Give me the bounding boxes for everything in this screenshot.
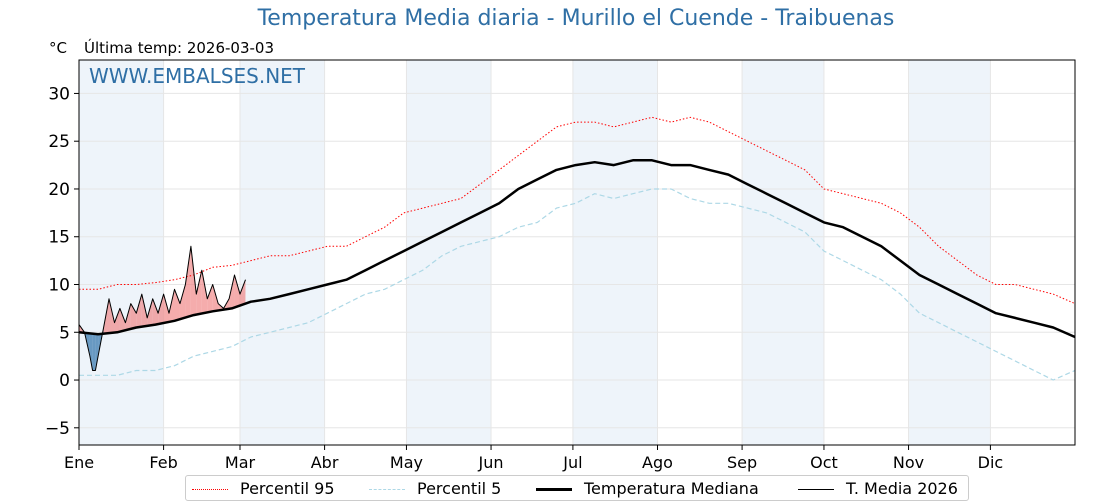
x-tick-label: Mar <box>225 453 256 472</box>
legend-swatch-p5 <box>369 489 405 490</box>
anomaly-fills <box>79 246 246 371</box>
fill-below-median <box>89 333 93 371</box>
x-tick-label: Sep <box>727 453 757 472</box>
legend-swatch-median <box>536 488 572 491</box>
x-tick-label: Dic <box>978 453 1004 472</box>
series-median <box>78 159 1076 339</box>
y-tick-label: 10 <box>48 276 70 296</box>
x-tick-label: May <box>390 453 423 472</box>
y-unit-label: °C <box>49 39 67 57</box>
fill-below-median <box>92 333 96 371</box>
month-band-ene <box>79 60 164 445</box>
y-tick-label: 5 <box>59 323 70 343</box>
x-tick-label: Abr <box>311 453 339 472</box>
fill-above-median <box>179 284 186 320</box>
y-tick-label: 25 <box>48 132 70 152</box>
y-tick-label: 15 <box>48 228 70 248</box>
series-current-year <box>78 245 246 371</box>
month-band-nov <box>908 60 991 445</box>
fill-above-median <box>234 274 240 308</box>
fill-above-median <box>147 298 153 326</box>
fill-above-median <box>174 289 180 321</box>
fill-above-median <box>114 308 120 333</box>
x-tick-label: Ago <box>642 453 673 472</box>
legend-label-p5: Percentil 5 <box>417 479 502 498</box>
x-axis: Ene Feb Mar Abr May Jun Jul Ago Sep Oct Nov Dic <box>64 445 1003 472</box>
watermark: WWW.EMBALSES.NET <box>89 64 306 88</box>
fill-above-median <box>125 303 131 331</box>
fill-above-median <box>163 294 170 323</box>
fill-above-median <box>190 246 197 316</box>
fill-above-median <box>196 270 202 315</box>
fill-above-median <box>130 303 137 329</box>
legend-label-median: Temperatura Mediana <box>584 479 759 498</box>
legend-swatch-p95 <box>192 489 228 490</box>
month-bands <box>79 60 991 445</box>
x-tick-label: Feb <box>149 453 177 472</box>
fill-above-median <box>119 308 126 332</box>
series-lines <box>78 116 1076 381</box>
fill-below-median <box>95 333 99 371</box>
fill-above-median <box>207 284 213 313</box>
x-tick-label: Nov <box>893 453 924 472</box>
legend-swatch-current <box>798 489 834 490</box>
fill-above-median <box>185 246 191 318</box>
series-percentile-95 <box>79 116 1076 305</box>
x-tick-label: Oct <box>810 453 838 472</box>
fill-above-median <box>239 279 246 306</box>
fill-above-median <box>141 294 148 327</box>
y-tick-label: −5 <box>45 419 70 439</box>
fill-above-median <box>136 294 142 328</box>
fill-above-median <box>158 294 164 325</box>
x-tick-label: Jun <box>478 453 504 472</box>
y-tick-label: 30 <box>48 84 70 104</box>
series-percentile-5 <box>79 188 1076 381</box>
fill-above-median <box>229 274 235 309</box>
x-tick-label: Jul <box>562 453 582 472</box>
month-band-sep <box>742 60 824 445</box>
fill-above-median <box>109 298 115 334</box>
y-tick-label: 0 <box>59 371 70 391</box>
fill-above-median <box>169 289 175 322</box>
legend: Percentil 95 Percentil 5 Temperatura Med… <box>185 475 969 501</box>
plot-frame <box>78 59 1076 446</box>
month-band-mar <box>239 60 325 445</box>
y-axis: −5 0 5 10 15 20 25 30 <box>45 84 79 439</box>
fill-above-median <box>212 284 219 312</box>
month-band-jul <box>572 60 658 445</box>
legend-label-current: T. Media 2026 <box>846 479 958 498</box>
chart-title: Temperatura Media diaria - Murillo el Cu… <box>257 6 895 31</box>
fill-above-median <box>152 298 159 326</box>
legend-label-p95: Percentil 95 <box>240 479 335 498</box>
fill-above-median <box>201 270 208 314</box>
last-temp-label: Última temp: 2026-03-03 <box>84 39 275 57</box>
x-tick-label: Ene <box>64 453 94 472</box>
y-tick-label: 20 <box>48 180 70 200</box>
